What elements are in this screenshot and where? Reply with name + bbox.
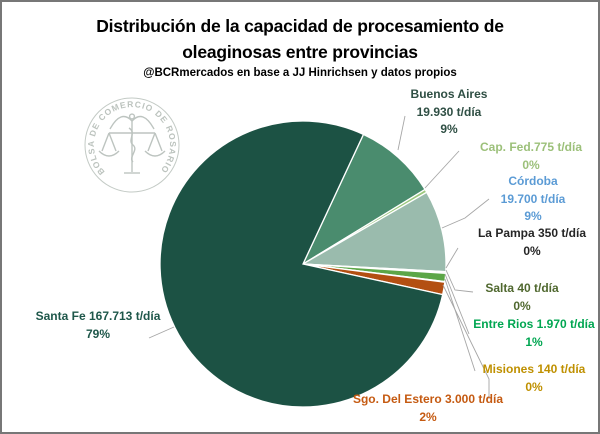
label-entre-rios: Entre Rios 1.970 t/día 1% [473, 316, 594, 351]
label-value: Sgo. Del Estero 3.000 t/día [352, 392, 504, 406]
scales-caduceus-icon [98, 113, 166, 174]
leader-la-pampa [445, 247, 459, 269]
label-value: 19.700 t/día [500, 191, 566, 206]
label-buenos-aires: Buenos Aires 19.930 t/día 9% [411, 86, 488, 139]
label-pct: 79% [85, 326, 111, 341]
label-pct: 9% [524, 209, 542, 223]
chart-title: Distribución de la capacidad de procesam… [96, 16, 504, 62]
label-pct: 1% [525, 334, 543, 349]
leader-lines [148, 115, 490, 399]
leader-salta [445, 269, 474, 293]
chart-subtitle: @BCRmercados en base a JJ Hinrichsen y d… [143, 67, 457, 79]
label-misiones: Misiones 140 t/día 0% [483, 361, 586, 396]
pie [159, 120, 447, 408]
leader-entre-rios [444, 273, 470, 335]
label-name: Córdoba [508, 174, 558, 188]
label-pct: 9% [440, 122, 458, 136]
label-pct: 0% [523, 243, 541, 258]
label-value: Entre Rios 1.970 t/día [473, 317, 595, 331]
leader-sgo-del-estero [442, 284, 490, 399]
label-value: Santa Fe 167.713 t/día [35, 309, 161, 323]
label-cordoba: Córdoba 19.700 t/día 9% [501, 173, 566, 226]
label-value: Cap. Fed.775 t/día [479, 140, 583, 154]
label-name: Buenos Aires [410, 87, 488, 101]
watermark-outer-circle [84, 97, 180, 193]
label-cap-fed: Cap. Fed.775 t/día 0% [480, 139, 582, 174]
label-pct: 2% [419, 409, 437, 424]
leader-misiones [444, 278, 476, 372]
label-salta: Salta 40 t/día 0% [485, 280, 558, 315]
leader-santa-fe [148, 326, 175, 339]
label-value: Salta 40 t/día [485, 281, 559, 295]
label-la-pampa: La Pampa 350 t/día 0% [478, 225, 586, 260]
pie-slice-santa-fe [159, 120, 444, 408]
label-sgo-del-estero: Sgo. Del Estero 3.000 t/día 2% [353, 391, 503, 426]
bcr-watermark-logo: BOLSA DE COMERCIO DE ROSARIO [84, 97, 180, 193]
leader-cordoba [441, 198, 490, 229]
pie-slice-buenos-aires [301, 133, 426, 266]
label-santa-fe: Santa Fe 167.713 t/día 79% [36, 308, 161, 343]
leader-buenos-aires [397, 115, 406, 151]
label-pct: 0% [513, 298, 531, 313]
label-value: 19.930 t/día [416, 104, 482, 119]
label-pct: 0% [522, 157, 540, 172]
label-value: La Pampa 350 t/día [477, 226, 587, 240]
label-value: Misiones 140 t/día [482, 362, 586, 376]
leader-cap-fed [424, 150, 460, 189]
label-pct: 0% [525, 379, 543, 394]
